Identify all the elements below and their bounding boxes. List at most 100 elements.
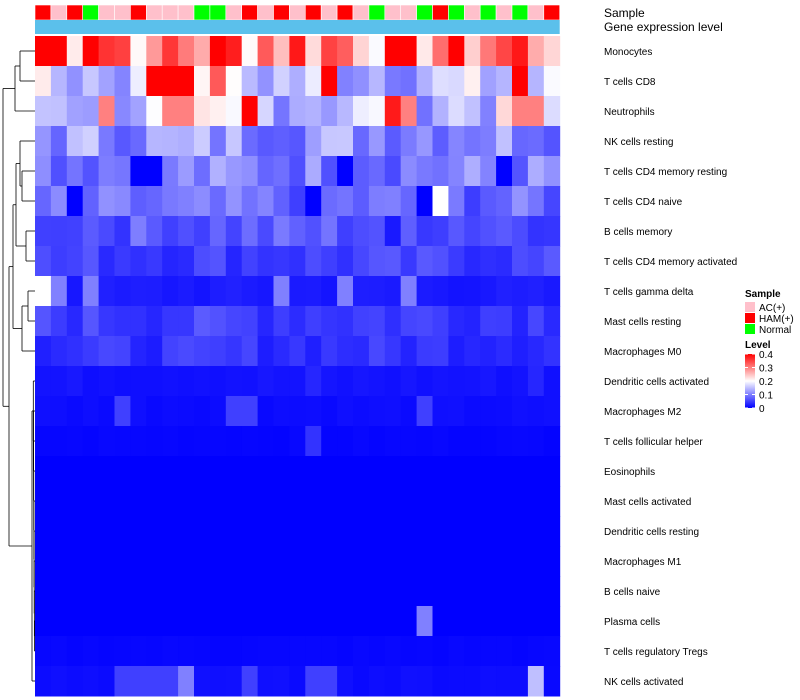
heatmap-cell (209, 66, 227, 97)
heatmap-cell (194, 216, 211, 247)
heatmap-cell (321, 246, 338, 277)
heatmap-cell (496, 186, 513, 217)
heatmap-cell (130, 276, 147, 307)
heatmap-cell (209, 126, 227, 157)
heatmap-cell (416, 276, 433, 307)
heatmap-cell (432, 186, 449, 217)
heatmap-cell (257, 426, 274, 457)
heatmap-cell (527, 36, 545, 67)
heatmap-cell (130, 186, 147, 217)
heatmap-cell (162, 666, 179, 697)
heatmap-cell (225, 36, 243, 67)
heatmap-cell (162, 486, 179, 517)
heatmap-cell (82, 186, 100, 217)
heatmap-cell (337, 216, 354, 247)
heatmap-cell (321, 156, 338, 187)
heatmap-cell (257, 606, 274, 637)
row-label: NK cells activated (604, 677, 683, 688)
heatmap-cell (321, 456, 338, 487)
heatmap-cell (512, 216, 529, 247)
sample-annotation-cell (209, 4, 227, 21)
heatmap-cell (512, 636, 529, 667)
heatmap-cell (416, 126, 433, 157)
heatmap-cell (130, 306, 147, 337)
heatmap-cell (130, 96, 147, 127)
heatmap-cell (400, 606, 418, 637)
heatmap-cell (162, 516, 179, 547)
heatmap-cell (400, 366, 418, 397)
heatmap-cell (512, 426, 529, 457)
heatmap-cell (146, 456, 163, 487)
heatmap-cell (146, 336, 163, 367)
heatmap-cell (225, 156, 243, 187)
heatmap-cell (273, 396, 290, 427)
heatmap-cell (305, 666, 322, 697)
heatmap-cell (512, 606, 529, 637)
heatmap-cell (162, 156, 179, 187)
heatmap-cell (448, 36, 465, 67)
sample-legend-label: HAM(+) (759, 314, 794, 325)
heatmap-cell (82, 516, 100, 547)
heatmap-cell (209, 396, 227, 427)
heatmap-cell (225, 666, 243, 697)
heatmap-cell (114, 366, 131, 397)
heatmap-cell (178, 456, 195, 487)
heatmap-cell (241, 546, 259, 577)
heatmap-cell (448, 276, 465, 307)
heatmap-cell (225, 216, 243, 247)
heatmap-cell (400, 96, 418, 127)
heatmap-cell (209, 606, 227, 637)
heatmap-cell (305, 456, 322, 487)
heatmap-cell (66, 666, 84, 697)
heatmap-cell (305, 156, 322, 187)
heatmap-cell (98, 516, 115, 547)
heatmap-cell (464, 606, 481, 637)
heatmap-cell (114, 666, 131, 697)
heatmap-cell (353, 576, 370, 607)
heatmap-cell (464, 276, 481, 307)
heatmap-cell (305, 396, 322, 427)
heatmap-cell (321, 96, 338, 127)
heatmap-cell (321, 276, 338, 307)
heatmap-cell (241, 366, 259, 397)
heatmap-cell (289, 276, 306, 307)
heatmap-cell (289, 306, 306, 337)
heatmap-cell (337, 306, 354, 337)
heatmap-cell (337, 426, 354, 457)
sample-annotation-cell (400, 4, 417, 21)
heatmap-cell (178, 666, 195, 697)
heatmap-cell (480, 306, 497, 337)
heatmap-cell (241, 426, 259, 457)
heatmap-cell (209, 426, 227, 457)
heatmap-cell (432, 486, 449, 517)
heatmap-cell (400, 576, 418, 607)
heatmap-cell (512, 516, 529, 547)
heatmap-cell (257, 306, 274, 337)
heatmap-cell (225, 66, 243, 97)
sample-annotation-cell (146, 4, 163, 21)
heatmap-cell (496, 336, 513, 367)
heatmap-cell (289, 636, 306, 667)
heatmap-cell (35, 36, 52, 67)
heatmap-cell (496, 276, 513, 307)
heatmap-cell (448, 456, 465, 487)
heatmap-cell (146, 216, 163, 247)
heatmap-cell (162, 546, 179, 577)
heatmap-cell (273, 216, 290, 247)
heatmap-cell (82, 306, 100, 337)
heatmap-cell (543, 66, 561, 97)
heatmap-cell (368, 636, 386, 667)
heatmap-cell (194, 156, 211, 187)
heatmap-cell (162, 426, 179, 457)
heatmap-cell (496, 156, 513, 187)
sample-legend-swatch (745, 313, 755, 323)
heatmap-cell (384, 216, 402, 247)
heatmap-cell (400, 276, 418, 307)
heatmap-cell (130, 396, 147, 427)
heatmap-cell (337, 66, 354, 97)
heatmap-cell (146, 126, 163, 157)
sample-annotation-cell (257, 4, 274, 21)
heatmap-cell (543, 306, 561, 337)
heatmap-cell (50, 336, 68, 367)
sample-annotation-label: Sample (604, 6, 645, 20)
